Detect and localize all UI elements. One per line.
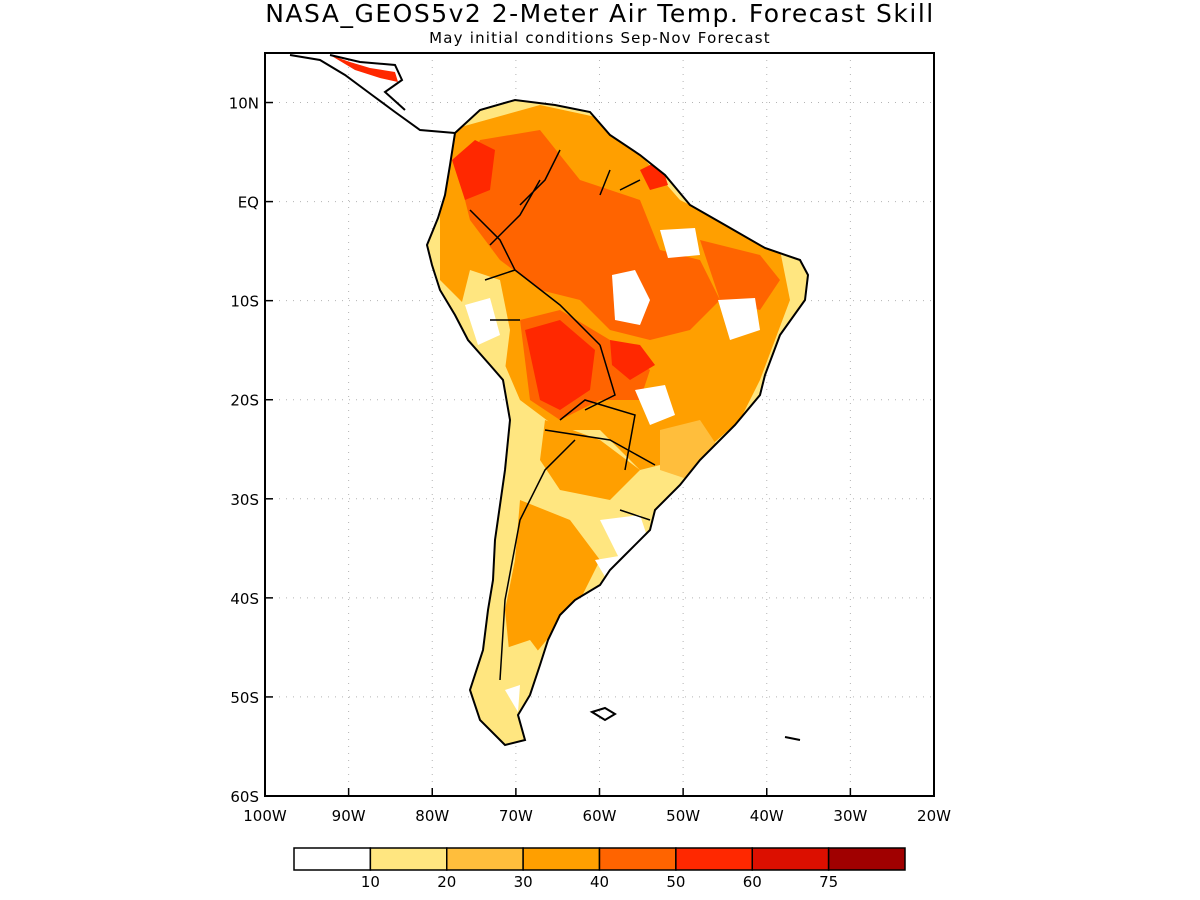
lat-tick-label: 30S [230, 491, 259, 509]
colorbar-label: 60 [743, 873, 762, 891]
skill-region-darkorange-amazon [460, 130, 720, 340]
skill-region-white-4 [660, 228, 700, 258]
lat-tick-label: 10S [230, 293, 259, 311]
colorbar-bin [369, 847, 448, 871]
map-subtitle: May initial conditions Sep-Nov Forecast [429, 29, 771, 47]
skill-region-central-america [330, 55, 398, 82]
colorbar: 10 20 30 40 50 60 75 [293, 847, 906, 891]
lat-tick-label: 40S [230, 590, 259, 608]
lat-tick-label: 20S [230, 392, 259, 410]
colorbar-bin [293, 847, 372, 871]
lon-tick-label: 50W [666, 807, 700, 825]
colorbar-label: 20 [437, 873, 456, 891]
colorbar-label: 75 [819, 873, 838, 891]
south-america-coastline [425, 98, 810, 747]
lon-tick-label: 70W [499, 807, 533, 825]
colorbar-label: 10 [361, 873, 380, 891]
latitude-axis: 10N EQ 10S 20S 30S 40S 50S 60S [229, 95, 273, 806]
coastline-borders [289, 54, 810, 747]
lon-tick-label: 100W [243, 807, 287, 825]
lon-tick-label: 20W [917, 807, 951, 825]
lon-tick-label: 30W [833, 807, 867, 825]
skill-region-white-5 [465, 298, 500, 345]
colorbar-bin [675, 847, 753, 871]
lat-tick-label: EQ [238, 194, 259, 212]
lon-tick-label: 40W [750, 807, 784, 825]
colorbar-label: 30 [514, 873, 533, 891]
colorbar-bin [522, 847, 601, 871]
country-borders [469, 149, 656, 681]
lon-tick-label: 60W [583, 807, 617, 825]
colorbar-bin [598, 847, 677, 871]
central-america-coastline [289, 54, 456, 134]
skill-region-orange-pampas [540, 420, 640, 500]
colorbar-label: 40 [590, 873, 609, 891]
colorbar-bin [446, 847, 524, 871]
skill-region-orange-south [505, 500, 600, 660]
lon-tick-label: 90W [332, 807, 366, 825]
lat-tick-label: 60S [230, 788, 259, 806]
skill-region-white-2 [635, 385, 675, 425]
longitude-axis: 100W 90W 80W 70W 60W 50W 40W 30W 20W [243, 788, 951, 825]
map-title: NASA_GEOS5v2 2-Meter Air Temp. Forecast … [265, 0, 935, 28]
lat-tick-label: 50S [230, 689, 259, 707]
lon-tick-label: 80W [415, 807, 449, 825]
skill-region-white-3 [718, 298, 760, 340]
falkland-islands [589, 706, 617, 722]
skill-region-white-1 [612, 270, 650, 325]
skill-field [330, 55, 808, 745]
south-georgia [784, 736, 801, 741]
lat-tick-label: 10N [229, 95, 259, 113]
skill-region-red-bolivia [525, 320, 595, 410]
colorbar-bin [751, 847, 830, 871]
skill-region-red-mato-grosso [610, 340, 655, 380]
colorbar-bin [827, 847, 906, 871]
skill-region-red-colombia [452, 140, 495, 200]
skill-region-darkorange-northeast [700, 240, 780, 310]
skill-region-white-8 [505, 685, 520, 712]
colorbar-label: 50 [666, 873, 685, 891]
